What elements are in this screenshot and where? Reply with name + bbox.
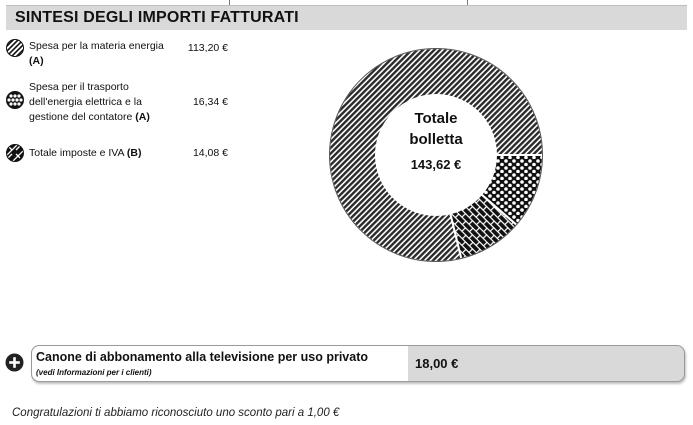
legend-item-trasporto: Spesa per il trasporto dell'energia elet… [6, 80, 238, 128]
donut-chart [328, 47, 544, 263]
brick-pattern-icon [6, 144, 24, 162]
top-tick-left [229, 0, 230, 5]
legend-item-imposte: Totale imposte e IVA (B) 14,08 € [6, 144, 238, 164]
legend-value: 113,20 € [187, 42, 228, 54]
legend-label: Totale imposte e IVA (B) [29, 147, 142, 159]
legend-item-materia-energia: Spesa per la materia energia (A) 113,20 … [6, 39, 238, 73]
donut-center-label: Totale bolletta 143,62 € [376, 108, 496, 172]
legend-label: Spesa per il trasporto dell'energia elet… [29, 81, 150, 123]
canone-subtitle-link[interactable]: (vedi Informazioni per i clienti) [36, 368, 152, 377]
legend-value: 14,08 € [192, 147, 228, 159]
diagonal-hatch-icon [6, 39, 24, 57]
hexagon-pattern-icon [6, 91, 24, 109]
legend-value: 16,34 € [192, 96, 228, 108]
donut-outline [329, 48, 543, 262]
plus-circle-icon[interactable] [5, 353, 24, 372]
section-title: SINTESI DEGLI IMPORTI FATTURATI [15, 9, 299, 26]
top-tick-right [467, 0, 468, 5]
section-header: SINTESI DEGLI IMPORTI FATTURATI [6, 5, 687, 30]
canone-amount: 18,00 € [415, 356, 459, 371]
center-total-value: 143,62 € [410, 157, 462, 172]
canone-title: Canone di abbonamento alla televisione p… [36, 350, 369, 364]
canone-box: Canone di abbonamento alla televisione p… [31, 345, 685, 382]
center-line2: bolletta [409, 131, 463, 148]
legend-label: Spesa per la materia energia (A) [29, 40, 164, 67]
discount-note: Congratulazioni ti abbiamo riconosciuto … [12, 407, 340, 419]
canone-label-area: Canone di abbonamento alla televisione p… [32, 346, 408, 381]
center-line1: Totale [414, 110, 458, 127]
